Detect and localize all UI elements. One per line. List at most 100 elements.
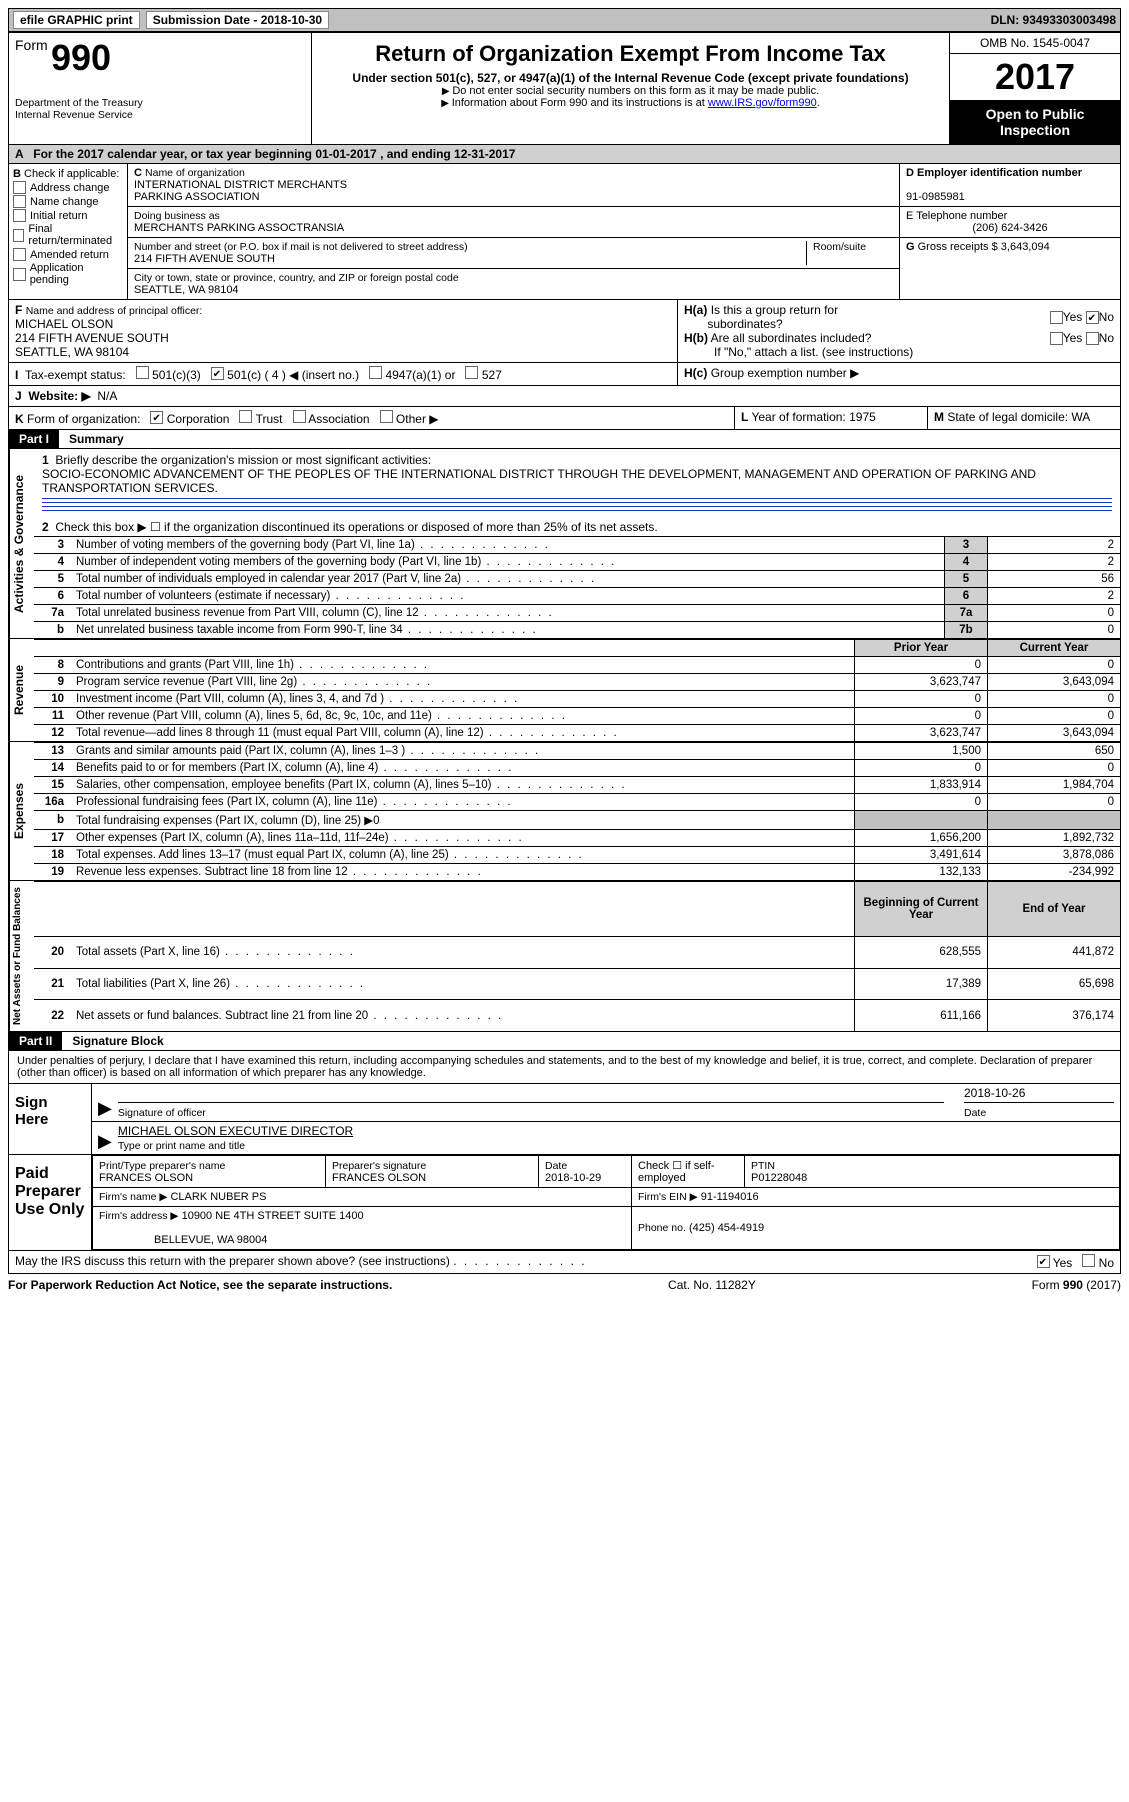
discuss-yes[interactable] [1037, 1255, 1050, 1268]
section-c-city: City or town, state or province, country… [128, 269, 899, 299]
ag-table: 3Number of voting members of the governi… [34, 536, 1120, 638]
expenses-table: 13Grants and similar amounts paid (Part … [34, 742, 1120, 880]
i-527[interactable] [465, 366, 478, 379]
cb-address-change[interactable]: Address change [13, 181, 123, 194]
vlabel-rev: Revenue [9, 639, 34, 741]
i-501c3[interactable] [136, 366, 149, 379]
part-i-header: Part I Summary [8, 430, 1121, 449]
cb-final-return[interactable]: Final return/terminated [13, 223, 123, 247]
website-value: N/A [97, 389, 117, 403]
preparer-sig: FRANCES OLSON [332, 1172, 426, 1184]
revenue-block: Revenue Prior YearCurrent Year8Contribut… [8, 639, 1121, 742]
cb-name-change[interactable]: Name change [13, 195, 123, 208]
vlabel-ag: Activities & Governance [9, 449, 34, 638]
irs-link[interactable]: www.IRS.gov/form990 [708, 97, 817, 109]
k-other[interactable] [380, 410, 393, 423]
city-value: SEATTLE, WA 98104 [134, 284, 239, 296]
paid-preparer-label: Paid Preparer Use Only [9, 1155, 92, 1250]
sign-here-block: Sign Here ▶ Signature of officer 2018-10… [8, 1084, 1121, 1155]
firm-addr1: 10900 NE 4TH STREET SUITE 1400 [182, 1210, 364, 1222]
street-value: 214 FIFTH AVENUE SOUTH [134, 253, 275, 265]
omb-number: OMB No. 1545-0047 [950, 33, 1120, 54]
org-name-1: INTERNATIONAL DISTRICT MERCHANTS [134, 179, 347, 191]
firm-phone: (425) 454-4919 [689, 1222, 764, 1234]
form-word: Form [15, 37, 48, 53]
state-domicile: WA [1071, 410, 1090, 424]
section-g: G Gross receipts $ 3,643,094 [900, 238, 1120, 256]
discuss-row: May the IRS discuss this return with the… [8, 1251, 1121, 1274]
section-i: I Tax-exempt status: 501(c)(3) 501(c) ( … [8, 363, 1121, 386]
i-501c[interactable] [211, 367, 224, 380]
expenses-block: Expenses 13Grants and similar amounts pa… [8, 742, 1121, 881]
k-corp[interactable] [150, 411, 163, 424]
section-d: D Employer identification number 91-0985… [900, 164, 1120, 207]
k-assoc[interactable] [293, 410, 306, 423]
gross-receipts: 3,643,094 [1001, 241, 1050, 253]
dba-value: MERCHANTS PARKING ASSOCTRANSIA [134, 222, 344, 234]
form-number: 990 [51, 37, 111, 78]
hb-no[interactable] [1086, 332, 1099, 345]
preparer-table: Print/Type preparer's nameFRANCES OLSON … [92, 1155, 1120, 1250]
phone-value: (206) 624-3426 [906, 222, 1114, 234]
i-4947[interactable] [369, 366, 382, 379]
note-ssn: Do not enter social security numbers on … [442, 85, 819, 97]
b-label: Check if applicable: [24, 168, 119, 180]
ptin-value: P01228048 [751, 1172, 807, 1184]
section-f-h: F Name and address of principal officer:… [8, 300, 1121, 363]
year-formation: 1975 [849, 410, 876, 424]
dln-label: DLN: 93493303003498 [991, 13, 1116, 27]
k-trust[interactable] [239, 410, 252, 423]
cb-amended-return[interactable]: Amended return [13, 248, 123, 261]
part-ii-header: Part II Signature Block [8, 1032, 1121, 1051]
section-a-text: For the 2017 calendar year, or tax year … [33, 147, 515, 161]
ein-value: 91-0985981 [906, 191, 965, 203]
paperwork-notice: For Paperwork Reduction Act Notice, see … [8, 1278, 392, 1292]
cb-application-pending[interactable]: Application pending [13, 262, 123, 286]
note-info-pre: Information about Form 990 and its instr… [441, 97, 708, 109]
section-klm: K Form of organization: Corporation Trus… [8, 407, 1121, 430]
ha-yes[interactable] [1050, 311, 1063, 324]
firm-addr2: BELLEVUE, WA 98004 [154, 1234, 267, 1246]
vlabel-na: Net Assets or Fund Balances [9, 881, 34, 1031]
section-e: E Telephone number (206) 624-3426 [900, 207, 1120, 238]
self-employed-check[interactable]: Check ☐ if self-employed [632, 1156, 745, 1188]
vlabel-exp: Expenses [9, 742, 34, 880]
efile-print-label: efile GRAPHIC print [13, 11, 140, 29]
top-bar: efile GRAPHIC print Submission Date - 20… [8, 8, 1121, 32]
netassets-block: Net Assets or Fund Balances Beginning of… [8, 881, 1121, 1032]
ha-no[interactable] [1086, 311, 1099, 324]
irs-label: Internal Revenue Service [15, 109, 305, 121]
form-subtitle: Under section 501(c), 527, or 4947(a)(1)… [318, 71, 943, 85]
officer-typed-name: MICHAEL OLSON EXECUTIVE DIRECTOR [118, 1124, 353, 1138]
dept-treasury: Department of the Treasury [15, 97, 305, 109]
section-c-name: C Name of organization INTERNATIONAL DIS… [128, 164, 899, 207]
officer-addr1: 214 FIFTH AVENUE SOUTH [15, 331, 169, 345]
section-j: J Website: ▶ N/A [8, 386, 1121, 407]
preparer-date: 2018-10-29 [545, 1172, 601, 1184]
page-footer: For Paperwork Reduction Act Notice, see … [8, 1274, 1121, 1292]
paid-preparer-block: Paid Preparer Use Only Print/Type prepar… [8, 1155, 1121, 1251]
cb-initial-return[interactable]: Initial return [13, 209, 123, 222]
submission-date: Submission Date - 2018-10-30 [146, 11, 329, 29]
h-ifno: If "No," attach a list. (see instruction… [684, 345, 1114, 359]
part-ii-title: Signature Block [72, 1034, 163, 1048]
org-name-2: PARKING ASSOCIATION [134, 191, 260, 203]
cat-no: Cat. No. 11282Y [668, 1278, 756, 1292]
line-2: Check this box ▶ ☐ if the organization d… [55, 520, 657, 534]
discuss-no[interactable] [1082, 1254, 1095, 1267]
section-c-dba: Doing business as MERCHANTS PARKING ASSO… [128, 207, 899, 238]
sign-here-label: Sign Here [9, 1084, 92, 1154]
room-suite-label: Room/suite [813, 241, 866, 253]
activities-governance: Activities & Governance 1 Briefly descri… [8, 449, 1121, 639]
sign-date: 2018-10-26 [964, 1086, 1025, 1100]
hc-label: Group exemption number ▶ [711, 366, 860, 380]
tax-year: 2017 [950, 54, 1120, 100]
open-public-2: Inspection [1000, 122, 1070, 138]
officer-name: MICHAEL OLSON [15, 317, 113, 331]
hb-yes[interactable] [1050, 332, 1063, 345]
section-c-street: Number and street (or P.O. box if mail i… [128, 238, 899, 269]
officer-addr2: SEATTLE, WA 98104 [15, 345, 129, 359]
revenue-table: Prior YearCurrent Year8Contributions and… [34, 639, 1120, 741]
form-header: Form 990 Department of the Treasury Inte… [8, 32, 1121, 145]
open-public-1: Open to Public [986, 106, 1085, 122]
